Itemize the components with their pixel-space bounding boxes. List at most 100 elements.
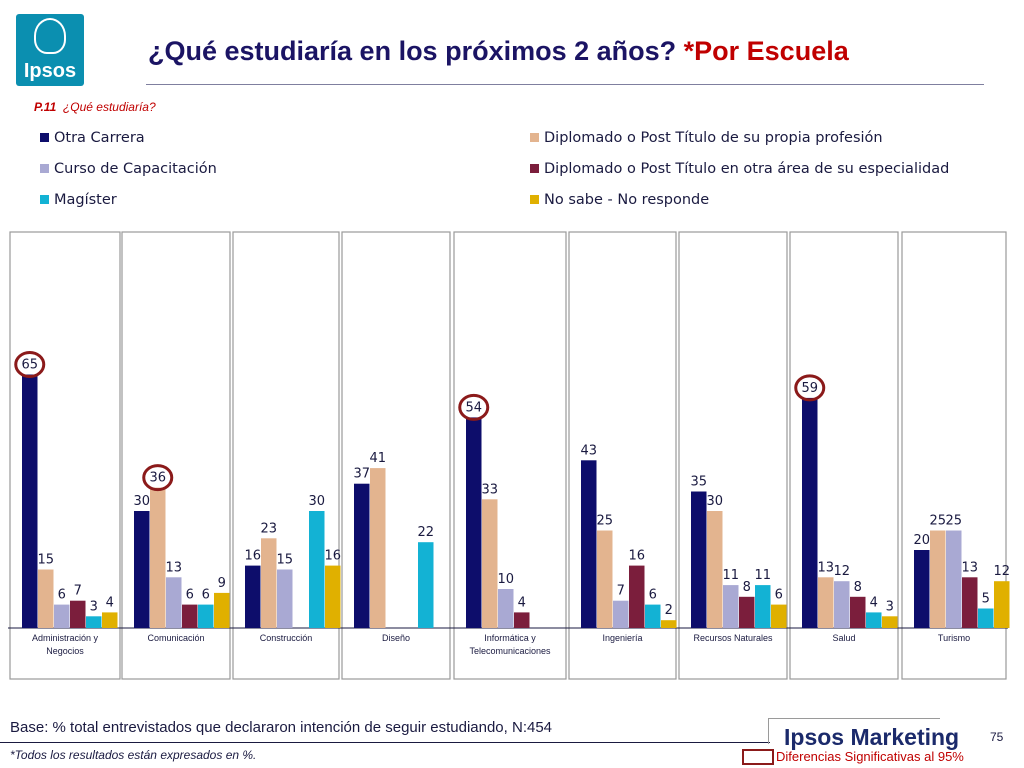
bar [70, 600, 86, 628]
legend-label: No sabe - No responde [544, 192, 710, 208]
data-label: 54 [465, 400, 482, 415]
bar [930, 530, 946, 628]
title-highlight: *Por Escuela [683, 36, 849, 66]
bar [86, 616, 102, 628]
brand-frame-top [768, 718, 940, 719]
data-label: 41 [369, 451, 386, 466]
bar [370, 468, 386, 628]
data-label: 11 [754, 568, 771, 583]
data-label: 2 [665, 603, 673, 618]
data-label: 5 [982, 592, 990, 607]
category-label: Construcción [260, 633, 313, 643]
data-label: 65 [21, 358, 38, 373]
bar [54, 604, 70, 628]
bar [850, 596, 866, 628]
bar [597, 530, 613, 628]
brand-frame-side [768, 718, 769, 744]
legend-label: Diplomado o Post Título de su propia pro… [544, 130, 883, 146]
legend-swatch [40, 195, 49, 204]
data-label: 8 [743, 580, 751, 595]
data-label: 6 [202, 588, 210, 603]
legend-item: Diplomado o Post Título en otra área de … [530, 161, 949, 177]
legend-item: Otra Carrera [40, 130, 145, 146]
data-label: 33 [481, 482, 498, 497]
bar [182, 604, 198, 628]
data-label: 3 [90, 599, 98, 614]
data-label: 4 [106, 595, 114, 610]
bar [466, 417, 482, 628]
bar [22, 374, 38, 628]
data-label: 3 [886, 599, 894, 614]
category-label: Ingeniería [602, 633, 642, 643]
question-label: P.11 ¿Qué estudiaría? [34, 100, 156, 114]
bar [802, 397, 818, 628]
bar [771, 604, 787, 628]
data-label: 43 [580, 443, 597, 458]
legend-item: Curso de Capacitación [40, 161, 217, 177]
question-code: P.11 [34, 100, 57, 114]
category-label: Recursos Naturales [693, 633, 773, 643]
legend-swatch [40, 133, 49, 142]
data-label: 4 [870, 595, 878, 610]
data-label: 25 [929, 514, 946, 529]
significance-legend-box [742, 749, 774, 765]
bar [818, 577, 834, 628]
bar [134, 511, 150, 628]
data-label: 30 [706, 494, 723, 509]
logo-head-icon [34, 18, 66, 54]
bar [581, 460, 597, 628]
bar [661, 620, 677, 628]
data-label: 16 [244, 549, 261, 564]
bar [914, 550, 930, 628]
title-divider [146, 84, 984, 85]
category-label: Telecomunicaciones [469, 646, 551, 656]
brand-name: Ipsos Marketing [784, 724, 960, 750]
legend-label: Curso de Capacitación [54, 161, 217, 177]
bar [277, 569, 293, 628]
data-label: 36 [149, 471, 166, 486]
data-label: 16 [628, 549, 645, 564]
legend-label: Magíster [54, 192, 117, 208]
data-label: 15 [37, 553, 54, 568]
data-label: 13 [165, 560, 182, 575]
bar [723, 585, 739, 628]
bar [629, 565, 645, 628]
bar [166, 577, 182, 628]
category-label: Turismo [938, 633, 970, 643]
data-label: 37 [353, 467, 370, 482]
ipsos-logo: Ipsos [16, 14, 84, 86]
bar [645, 604, 661, 628]
data-label: 13 [961, 560, 978, 575]
data-label: 16 [324, 549, 341, 564]
data-label: 12 [993, 564, 1010, 579]
data-label: 23 [260, 521, 277, 536]
data-label: 11 [722, 568, 739, 583]
bar [325, 565, 341, 628]
page-title: ¿Qué estudiaría en los próximos 2 años? … [148, 36, 849, 67]
bar [514, 612, 530, 628]
legend-item: Diplomado o Post Título de su propia pro… [530, 130, 883, 146]
data-label: 7 [617, 584, 625, 599]
question-text: ¿Qué estudiaría? [62, 100, 156, 114]
data-label: 6 [58, 588, 66, 603]
results-note: *Todos los resultados están expresados e… [10, 748, 257, 762]
bar [498, 589, 514, 628]
bar [214, 592, 230, 628]
data-label: 35 [690, 475, 707, 490]
bar [882, 616, 898, 628]
bar [198, 604, 214, 628]
legend-label: Diplomado o Post Título en otra área de … [544, 161, 950, 177]
bar [613, 600, 629, 628]
bar [866, 612, 882, 628]
data-label: 6 [775, 588, 783, 603]
bar [482, 499, 498, 628]
page-number: 75 [990, 730, 1004, 744]
data-label: 25 [596, 514, 613, 529]
footer-divider [0, 742, 770, 743]
category-label: Comunicación [147, 633, 204, 643]
data-label: 25 [945, 514, 962, 529]
legend-item: Magíster [40, 192, 117, 208]
bar [962, 577, 978, 628]
bar [245, 565, 261, 628]
